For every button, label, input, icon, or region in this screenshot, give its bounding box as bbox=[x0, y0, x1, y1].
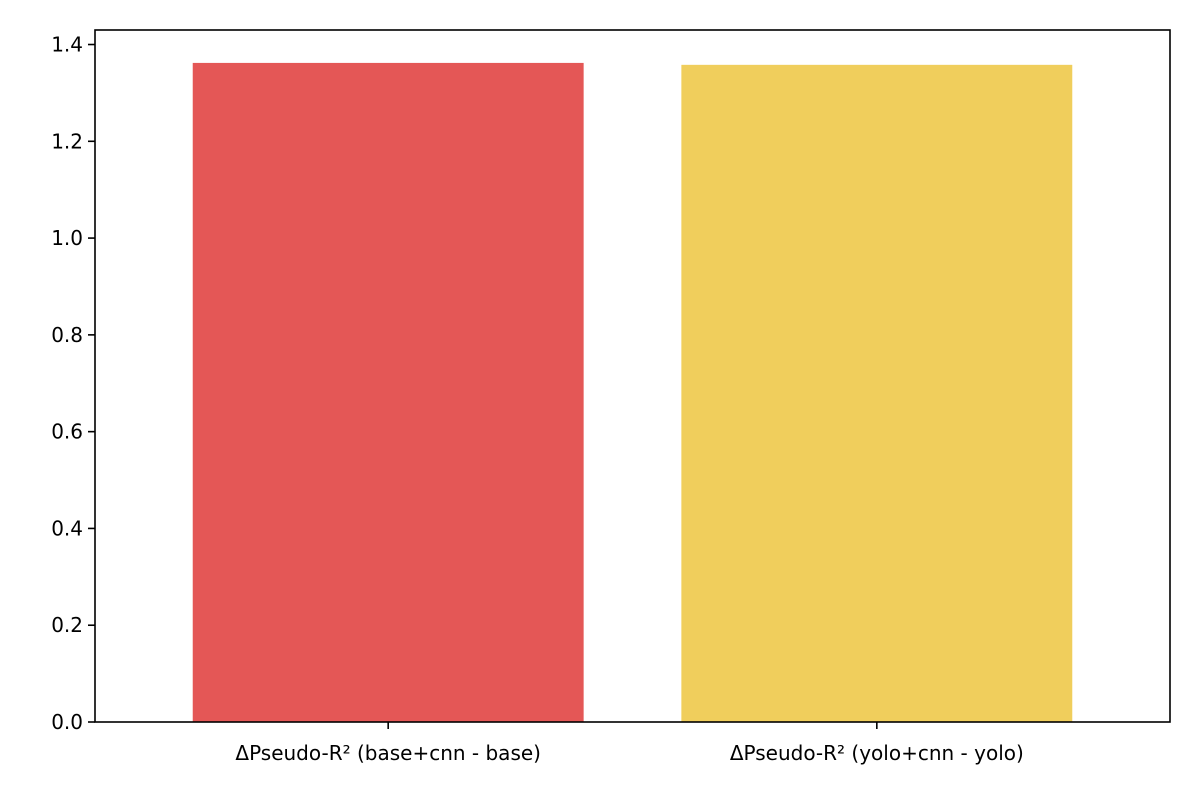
bar-1 bbox=[192, 62, 584, 723]
y-tick-label: 0.8 bbox=[51, 323, 83, 347]
y-tick-label: 0.0 bbox=[51, 710, 83, 734]
y-tick-label: 0.2 bbox=[51, 613, 83, 637]
y-tick-label: 0.6 bbox=[51, 420, 83, 444]
x-tick-label: ΔPseudo-R² (base+cnn - base) bbox=[235, 741, 541, 765]
y-tick-label: 1.4 bbox=[51, 33, 83, 57]
y-tick-label: 1.2 bbox=[51, 129, 83, 153]
bar-2 bbox=[681, 64, 1073, 723]
y-tick-label: 0.4 bbox=[51, 516, 83, 540]
plot-frame bbox=[94, 29, 1171, 723]
x-tick-label: ΔPseudo-R² (yolo+cnn - yolo) bbox=[730, 741, 1024, 765]
y-tick-label: 1.0 bbox=[51, 226, 83, 250]
